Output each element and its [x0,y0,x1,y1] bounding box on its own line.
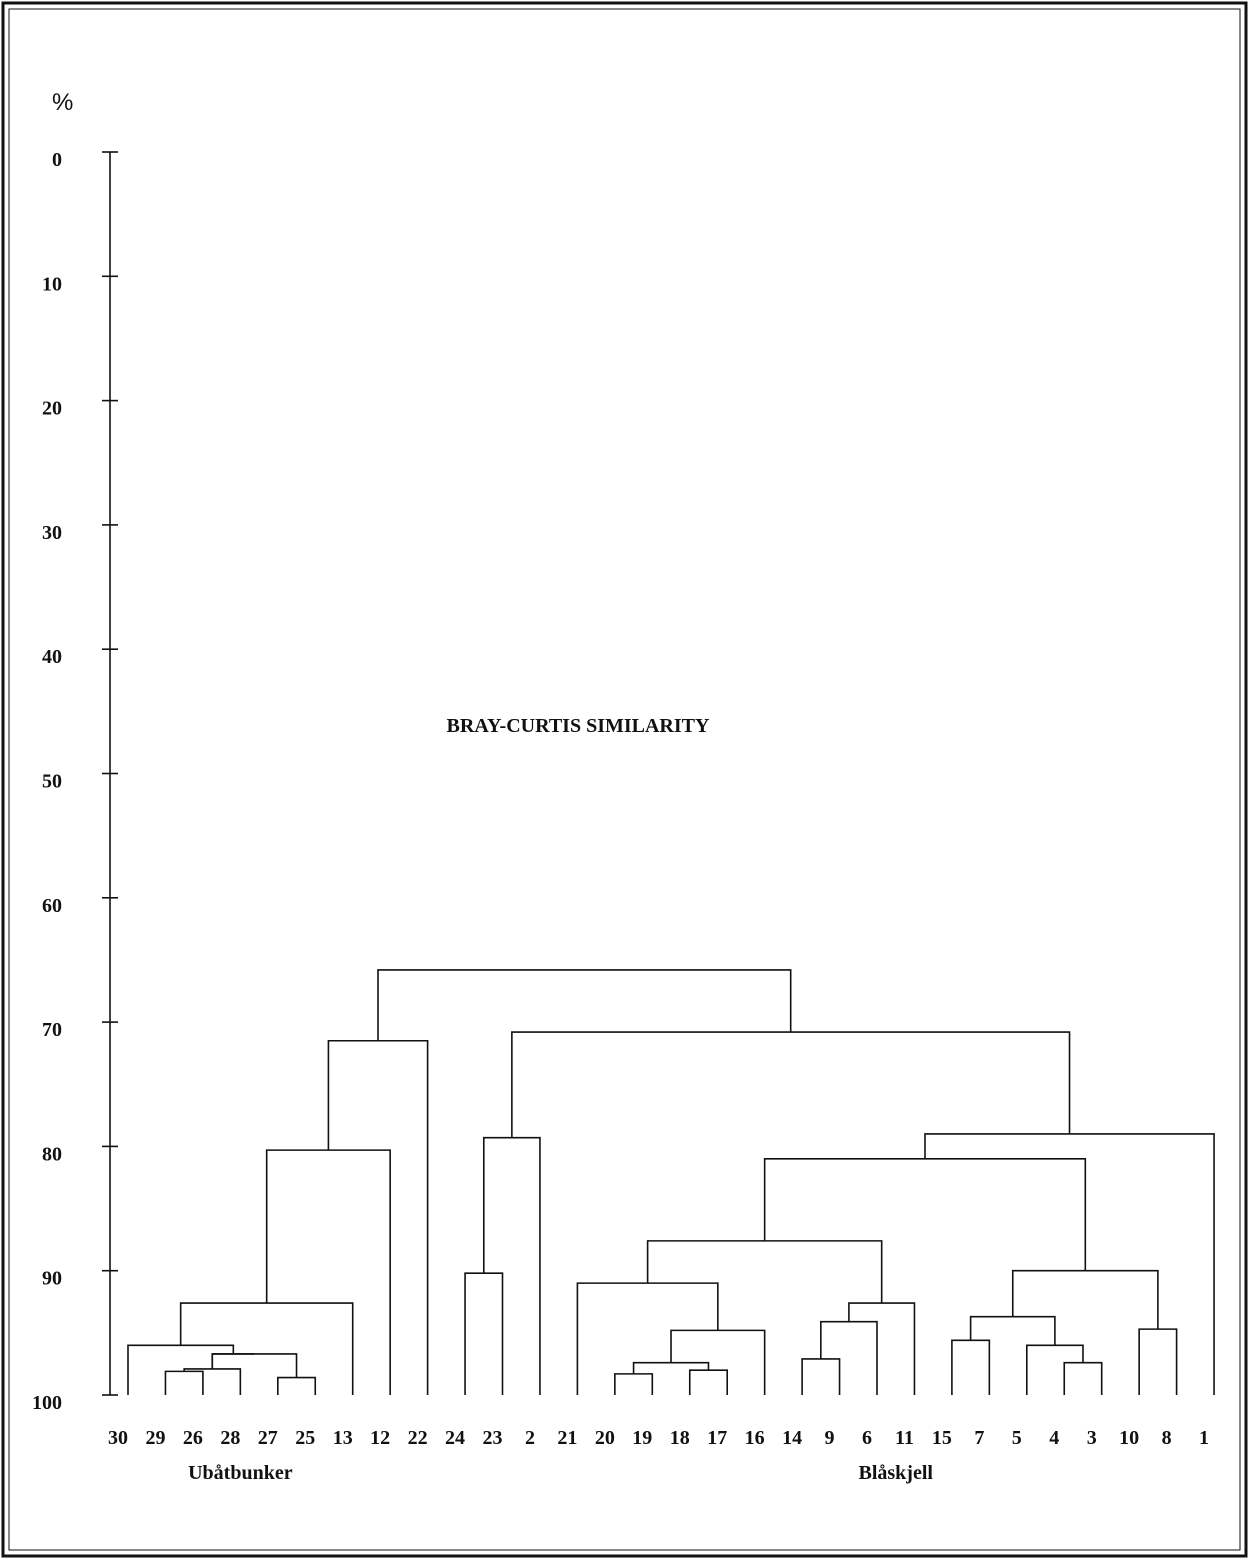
dendrogram-link [848,1302,916,1395]
leaf-label: 23 [483,1427,503,1449]
leaf-label: 10 [1119,1427,1139,1449]
leaf-label: 4 [1049,1427,1059,1449]
dendrogram-link [688,1369,728,1395]
leaf-label: 22 [408,1427,428,1449]
dendrogram-link [924,1133,1215,1395]
leaf-label: 27 [258,1427,278,1449]
leaf-label: 18 [670,1427,690,1449]
dendrogram-link [277,1376,317,1395]
leaf-label: 26 [183,1427,203,1449]
dendrogram-link [646,1240,883,1304]
y-tick-label: 80 [42,1143,62,1165]
dendrogram-link [1138,1328,1178,1395]
leaf-label: 30 [108,1427,128,1449]
y-tick-label: 70 [42,1019,62,1041]
dendrogram-link [951,1339,991,1395]
leaf-label: 3 [1087,1427,1097,1449]
dendrogram-link [614,1373,654,1395]
leaf-label: 13 [333,1427,353,1449]
y-tick-label: 40 [42,646,62,668]
leaf-label: 28 [220,1427,240,1449]
leaf-label: 5 [1012,1427,1022,1449]
leaf-label: 12 [370,1427,390,1449]
leaf-label: 21 [557,1427,577,1449]
leaf-label: 29 [145,1427,165,1449]
chart-title: BRAY-CURTIS SIMILARITY [447,715,710,737]
dendrogram-link [763,1158,1087,1271]
group-labels: Ubåtbunker Blåskjell [188,1462,933,1484]
leaf-label: 24 [445,1427,465,1449]
dendrogram-link [1063,1361,1103,1395]
leaf-label: 19 [632,1427,652,1449]
dendrogram-link [576,1282,719,1395]
dendrogram-link [127,1344,235,1395]
y-unit-label: % [52,89,73,116]
leaf-label: 8 [1162,1427,1172,1449]
dendrogram-link [265,1149,391,1395]
y-tick-label: 30 [42,522,62,544]
dendrogram-link [377,969,792,1041]
leaf-label: 16 [745,1427,765,1449]
dendrogram-link [183,1368,242,1395]
leaf-label: 1 [1199,1427,1209,1449]
leaf-label: 11 [895,1427,914,1449]
dendrogram-links [127,969,1215,1395]
leaf-label: 14 [782,1427,802,1449]
dendrogram-link [801,1358,841,1395]
dendrogram-link [464,1272,504,1395]
leaf-labels: 30 29 26 28 27 25 13 12 22 24 23 2 21 20 19 18 17 16 14 9 6 1… [108,1427,1209,1449]
y-tick-label: 50 [42,771,62,793]
group-label: Ubåtbunker [188,1462,293,1484]
dendrogram-link [327,1039,429,1395]
y-tick-label: 10 [42,273,62,295]
y-tick-label: 90 [42,1268,62,1290]
leaf-label: 7 [974,1427,984,1449]
leaf-label: 20 [595,1427,615,1449]
y-tick-label: 60 [42,895,62,917]
leaf-label: 9 [825,1427,835,1449]
dendrogram-link [211,1353,298,1378]
inner-frame [8,8,1241,1551]
leaf-label: 6 [862,1427,872,1449]
dendrogram-link [179,1302,354,1395]
leaf-label: 2 [525,1427,535,1449]
y-tick-label: 0 [52,149,62,171]
leaf-label: 15 [932,1427,952,1449]
dendrogram-link [211,1353,255,1369]
dendrogram-link [1026,1344,1084,1395]
leaf-label: 17 [707,1427,727,1449]
dendrogram-link [164,1370,204,1395]
y-axis: 0 10 20 30 40 50 60 70 80 90 100 [32,149,118,1414]
dendrogram-link [482,1136,541,1395]
leaf-label: 25 [295,1427,315,1449]
dendrogram-link [511,1031,1071,1138]
group-label: Blåskjell [858,1462,933,1484]
y-tick-label: 100 [32,1392,62,1414]
dendrogram-link [632,1361,710,1374]
y-tick-label: 20 [42,398,62,420]
dendrogram-link [1011,1269,1159,1330]
